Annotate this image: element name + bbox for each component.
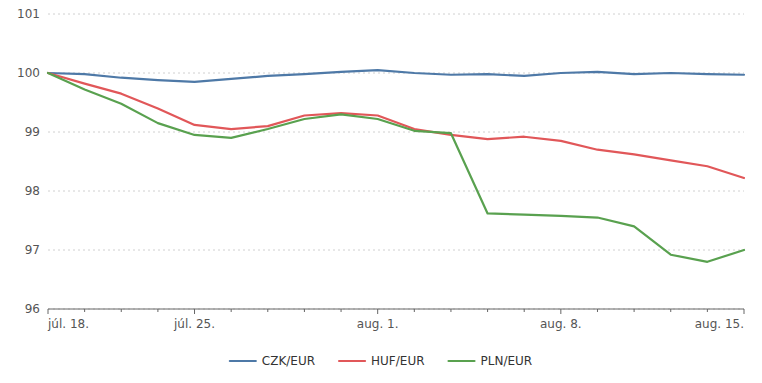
y-tick-label: 101 (17, 7, 40, 21)
x-tick (524, 309, 525, 312)
series-line (48, 73, 744, 262)
series-line (48, 70, 744, 82)
x-tick (194, 309, 195, 314)
y-tick-label: 96 (25, 302, 40, 316)
x-tick (670, 309, 671, 312)
x-axis-line (48, 309, 744, 310)
x-tick (744, 309, 745, 314)
x-tick-label: júl. 18. (47, 317, 89, 331)
x-tick (487, 309, 488, 312)
legend-item: HUF/EUR (339, 354, 424, 368)
x-tick (267, 309, 268, 312)
x-tick (377, 309, 378, 314)
grid-line (48, 14, 744, 15)
y-tick-label: 97 (25, 243, 40, 257)
x-tick (560, 309, 561, 314)
legend-item: PLN/EUR (449, 354, 533, 368)
y-tick-label: 100 (17, 66, 40, 80)
x-tick-label: aug. 1. (357, 317, 399, 331)
x-tick-label: aug. 8. (540, 317, 582, 331)
x-tick (157, 309, 158, 312)
legend-swatch (449, 360, 475, 362)
x-tick (121, 309, 122, 312)
x-tick (414, 309, 415, 312)
y-tick-label: 99 (25, 125, 40, 139)
x-tick (341, 309, 342, 312)
legend-label: HUF/EUR (371, 354, 424, 368)
x-tick (304, 309, 305, 312)
legend-label: PLN/EUR (481, 354, 533, 368)
x-tick (450, 309, 451, 312)
grid-line (48, 309, 744, 310)
x-tick (634, 309, 635, 312)
chart-container: 96 97 98 99 100 101 júl. 18. júl. 25. aug. 1. aug… (0, 0, 762, 383)
x-tick (597, 309, 598, 312)
grid-line (48, 250, 744, 251)
legend-item: CZK/EUR (230, 354, 315, 368)
legend-swatch (339, 360, 365, 362)
grid-line (48, 132, 744, 133)
x-tick (231, 309, 232, 312)
chart: 96 97 98 99 100 101 júl. 18. júl. 25. aug. 1. aug… (0, 0, 762, 383)
grid-line (48, 191, 744, 192)
x-tick (707, 309, 708, 312)
x-tick (84, 309, 85, 312)
y-grid (48, 14, 744, 309)
legend-swatch (230, 360, 256, 362)
legend: CZK/EUR HUF/EUR PLN/EUR (230, 354, 532, 368)
y-tick-label: 98 (25, 184, 40, 198)
x-tick (48, 309, 49, 314)
legend-label: CZK/EUR (262, 354, 315, 368)
x-tick-label: aug. 15. (695, 317, 744, 331)
x-tick-label: júl. 25. (173, 317, 215, 331)
lines (48, 70, 744, 262)
